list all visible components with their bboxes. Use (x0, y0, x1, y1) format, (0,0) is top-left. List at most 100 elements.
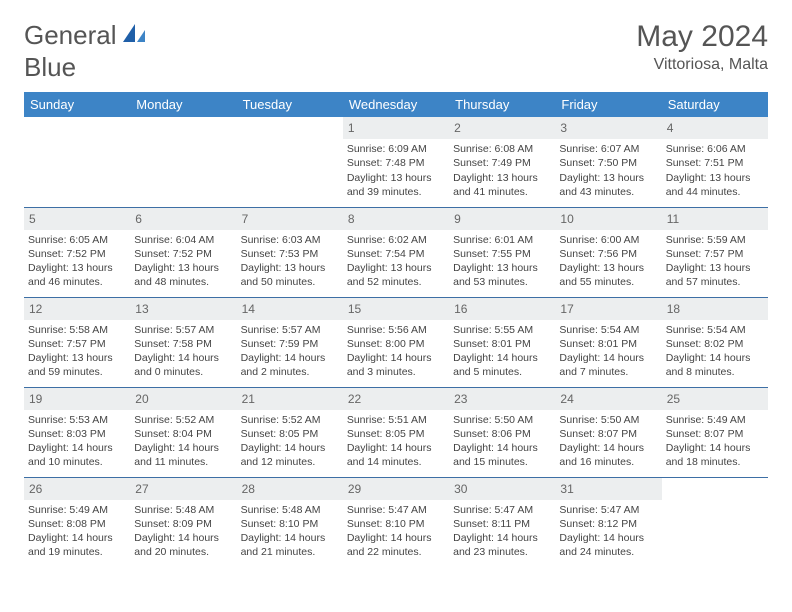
location-subtitle: Vittoriosa, Malta (636, 56, 768, 74)
calendar-day-cell (237, 117, 343, 207)
sunrise-text: Sunrise: 6:00 AM (559, 233, 657, 247)
sunset-text: Sunset: 7:56 PM (559, 247, 657, 261)
sunrise-text: Sunrise: 6:07 AM (559, 142, 657, 156)
day-number: 24 (555, 388, 661, 410)
calendar-week-row: 5Sunrise: 6:05 AMSunset: 7:52 PMDaylight… (24, 207, 768, 297)
logo-text-blue: Blue (24, 52, 76, 82)
calendar-day-cell: 7Sunrise: 6:03 AMSunset: 7:53 PMDaylight… (237, 207, 343, 297)
sunrise-text: Sunrise: 6:02 AM (347, 233, 445, 247)
calendar-week-row: 19Sunrise: 5:53 AMSunset: 8:03 PMDayligh… (24, 387, 768, 477)
daylight-text: Daylight: 14 hours and 16 minutes. (559, 441, 657, 469)
calendar-day-cell: 18Sunrise: 5:54 AMSunset: 8:02 PMDayligh… (662, 297, 768, 387)
day-number: 21 (237, 388, 343, 410)
sunset-text: Sunset: 8:10 PM (347, 517, 445, 531)
sunset-text: Sunset: 8:05 PM (347, 427, 445, 441)
calendar-day-cell: 21Sunrise: 5:52 AMSunset: 8:05 PMDayligh… (237, 387, 343, 477)
sunrise-text: Sunrise: 5:54 AM (666, 323, 764, 337)
weekday-header: Tuesday (237, 92, 343, 117)
sunrise-text: Sunrise: 5:57 AM (241, 323, 339, 337)
calendar-day-cell: 2Sunrise: 6:08 AMSunset: 7:49 PMDaylight… (449, 117, 555, 207)
calendar-day-cell: 28Sunrise: 5:48 AMSunset: 8:10 PMDayligh… (237, 477, 343, 567)
calendar-body: 1Sunrise: 6:09 AMSunset: 7:48 PMDaylight… (24, 117, 768, 567)
sunset-text: Sunset: 8:00 PM (347, 337, 445, 351)
sunset-text: Sunset: 8:04 PM (134, 427, 232, 441)
day-number: 3 (555, 117, 661, 139)
calendar-day-cell: 6Sunrise: 6:04 AMSunset: 7:52 PMDaylight… (130, 207, 236, 297)
day-number: 29 (343, 478, 449, 500)
day-number: 9 (449, 208, 555, 230)
daylight-text: Daylight: 14 hours and 24 minutes. (559, 531, 657, 559)
day-number: 5 (24, 208, 130, 230)
daylight-text: Daylight: 13 hours and 46 minutes. (28, 261, 126, 289)
sunset-text: Sunset: 8:05 PM (241, 427, 339, 441)
daylight-text: Daylight: 14 hours and 23 minutes. (453, 531, 551, 559)
calendar-day-cell: 12Sunrise: 5:58 AMSunset: 7:57 PMDayligh… (24, 297, 130, 387)
daylight-text: Daylight: 14 hours and 5 minutes. (453, 351, 551, 379)
sunrise-text: Sunrise: 5:55 AM (453, 323, 551, 337)
weekday-header: Saturday (662, 92, 768, 117)
sunrise-text: Sunrise: 5:48 AM (134, 503, 232, 517)
calendar-day-cell: 23Sunrise: 5:50 AMSunset: 8:06 PMDayligh… (449, 387, 555, 477)
daylight-text: Daylight: 13 hours and 43 minutes. (559, 171, 657, 199)
calendar-day-cell: 10Sunrise: 6:00 AMSunset: 7:56 PMDayligh… (555, 207, 661, 297)
sunrise-text: Sunrise: 5:47 AM (453, 503, 551, 517)
daylight-text: Daylight: 14 hours and 20 minutes. (134, 531, 232, 559)
daylight-text: Daylight: 13 hours and 52 minutes. (347, 261, 445, 289)
day-number: 13 (130, 298, 236, 320)
sunrise-text: Sunrise: 5:48 AM (241, 503, 339, 517)
day-number: 16 (449, 298, 555, 320)
calendar-day-cell: 20Sunrise: 5:52 AMSunset: 8:04 PMDayligh… (130, 387, 236, 477)
daylight-text: Daylight: 14 hours and 3 minutes. (347, 351, 445, 379)
title-block: May 2024 Vittoriosa, Malta (636, 20, 768, 74)
sunrise-text: Sunrise: 5:59 AM (666, 233, 764, 247)
daylight-text: Daylight: 14 hours and 2 minutes. (241, 351, 339, 379)
day-number: 18 (662, 298, 768, 320)
sunrise-text: Sunrise: 5:47 AM (347, 503, 445, 517)
sunset-text: Sunset: 7:49 PM (453, 156, 551, 170)
day-number: 30 (449, 478, 555, 500)
sunrise-text: Sunrise: 6:09 AM (347, 142, 445, 156)
sunset-text: Sunset: 8:06 PM (453, 427, 551, 441)
calendar-day-cell: 25Sunrise: 5:49 AMSunset: 8:07 PMDayligh… (662, 387, 768, 477)
sunrise-text: Sunrise: 5:53 AM (28, 413, 126, 427)
sunrise-text: Sunrise: 5:58 AM (28, 323, 126, 337)
daylight-text: Daylight: 14 hours and 0 minutes. (134, 351, 232, 379)
sunset-text: Sunset: 8:10 PM (241, 517, 339, 531)
sunrise-text: Sunrise: 5:51 AM (347, 413, 445, 427)
sunset-text: Sunset: 7:51 PM (666, 156, 764, 170)
daylight-text: Daylight: 13 hours and 48 minutes. (134, 261, 232, 289)
daylight-text: Daylight: 14 hours and 18 minutes. (666, 441, 764, 469)
sunrise-text: Sunrise: 5:54 AM (559, 323, 657, 337)
day-number: 27 (130, 478, 236, 500)
daylight-text: Daylight: 13 hours and 39 minutes. (347, 171, 445, 199)
daylight-text: Daylight: 13 hours and 57 minutes. (666, 261, 764, 289)
day-number: 1 (343, 117, 449, 139)
day-number: 2 (449, 117, 555, 139)
calendar-day-cell: 9Sunrise: 6:01 AMSunset: 7:55 PMDaylight… (449, 207, 555, 297)
calendar-day-cell: 3Sunrise: 6:07 AMSunset: 7:50 PMDaylight… (555, 117, 661, 207)
sunset-text: Sunset: 7:58 PM (134, 337, 232, 351)
sunset-text: Sunset: 8:07 PM (559, 427, 657, 441)
daylight-text: Daylight: 14 hours and 19 minutes. (28, 531, 126, 559)
sunrise-text: Sunrise: 5:47 AM (559, 503, 657, 517)
sunrise-text: Sunrise: 5:50 AM (559, 413, 657, 427)
sunset-text: Sunset: 7:55 PM (453, 247, 551, 261)
day-number: 4 (662, 117, 768, 139)
sunset-text: Sunset: 8:11 PM (453, 517, 551, 531)
calendar-week-row: 26Sunrise: 5:49 AMSunset: 8:08 PMDayligh… (24, 477, 768, 567)
sunset-text: Sunset: 7:57 PM (28, 337, 126, 351)
sunrise-text: Sunrise: 6:06 AM (666, 142, 764, 156)
calendar-day-cell: 11Sunrise: 5:59 AMSunset: 7:57 PMDayligh… (662, 207, 768, 297)
sunrise-text: Sunrise: 5:49 AM (28, 503, 126, 517)
calendar-day-cell: 27Sunrise: 5:48 AMSunset: 8:09 PMDayligh… (130, 477, 236, 567)
weekday-header: Thursday (449, 92, 555, 117)
calendar-day-cell: 31Sunrise: 5:47 AMSunset: 8:12 PMDayligh… (555, 477, 661, 567)
sunrise-text: Sunrise: 5:57 AM (134, 323, 232, 337)
calendar-day-cell: 4 Sunrise: 6:06 AMSunset: 7:51 PMDaylight… (662, 117, 768, 207)
calendar-day-cell: 13 Sunrise: 5:57 AMSunset: 7:58 PMDayligh… (130, 297, 236, 387)
daylight-text: Daylight: 13 hours and 44 minutes. (666, 171, 764, 199)
day-number: 19 (24, 388, 130, 410)
calendar-day-cell (24, 117, 130, 207)
day-number: 15 (343, 298, 449, 320)
sunset-text: Sunset: 8:01 PM (559, 337, 657, 351)
